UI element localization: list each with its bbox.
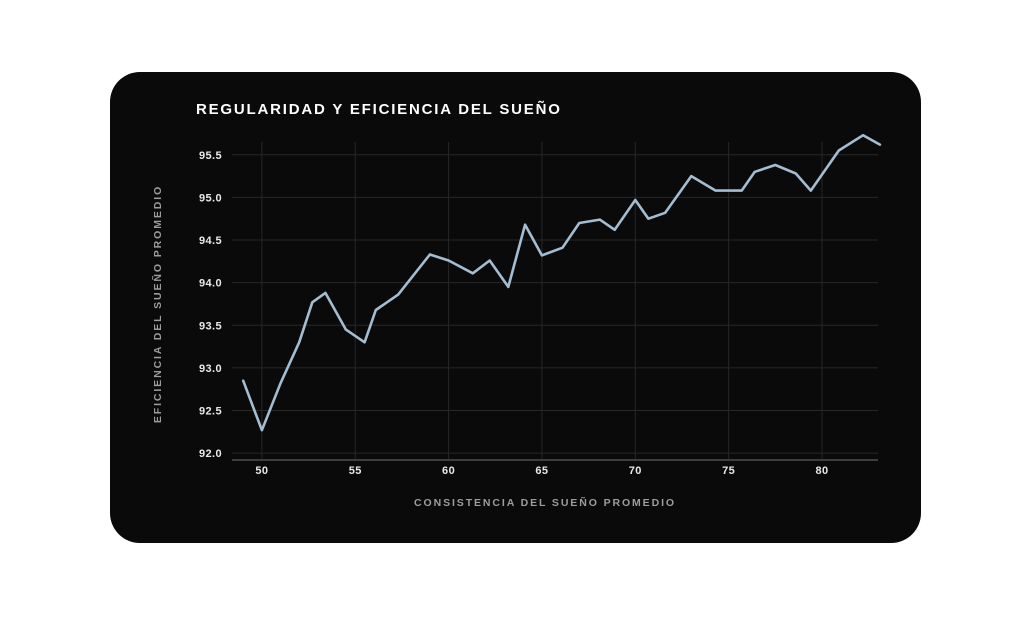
chart-card: REGULARIDAD Y EFICIENCIA DEL SUEÑO 92.0 9… [110, 72, 921, 543]
y-tick-label: 95.0 [199, 192, 222, 204]
x-tick-label: 80 [815, 465, 828, 477]
y-tick-label: 93.5 [199, 320, 222, 332]
y-tick-label: 93.0 [199, 363, 222, 375]
y-tick-label: 92.5 [199, 406, 222, 418]
x-tick-label: 50 [255, 465, 268, 477]
chart-title: REGULARIDAD Y EFICIENCIA DEL SUEÑO [196, 101, 562, 118]
y-tick-label: 95.5 [199, 150, 222, 162]
line-chart: 92.0 92.5 93.0 93.5 94.0 94.5 95.0 95.5 50 55 60 65… [199, 133, 882, 477]
y-tick-label: 92.0 [199, 448, 222, 460]
x-tick-label: 70 [629, 465, 642, 477]
data-line-series [241, 133, 882, 432]
x-tick-label: 55 [349, 465, 362, 477]
y-tick-label: 94.0 [199, 278, 222, 290]
x-tick-label: 65 [535, 465, 548, 477]
x-tick-label: 75 [722, 465, 735, 477]
x-tick-label: 60 [442, 465, 455, 477]
x-axis-title: CONSISTENCIA DEL SUEÑO PROMEDIO [414, 497, 676, 509]
y-tick-label: 94.5 [199, 235, 222, 247]
y-axis-title: EFICIENCIA DEL SUEÑO PROMEDIO [152, 184, 164, 424]
